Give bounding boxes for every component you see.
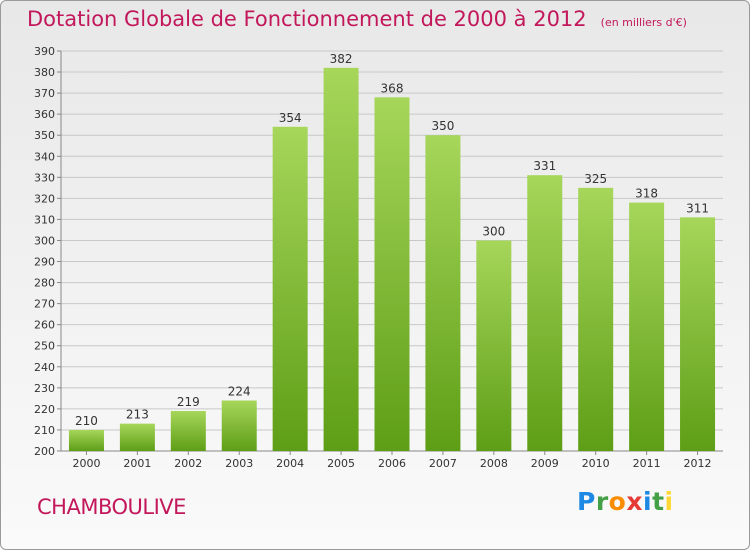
bar-value-label: 318 [635,187,658,201]
x-tick-label: 2005 [327,457,355,470]
x-tick-label: 2002 [174,457,202,470]
bar-2001 [119,423,155,451]
y-tick-label: 390 [34,45,55,58]
y-tick-label: 240 [34,361,55,374]
x-tick-label: 2003 [225,457,253,470]
y-tick-label: 280 [34,277,55,290]
bar-value-label: 213 [126,408,149,422]
y-tick-label: 370 [34,87,55,100]
y-tick-label: 250 [34,340,55,353]
bar-value-label: 210 [75,414,98,428]
y-tick-label: 350 [34,129,55,142]
proxiti-logo: Proxiti [577,487,674,516]
x-tick-label: 2010 [582,457,610,470]
bar-value-label: 325 [584,172,607,186]
x-tick-label: 2011 [633,457,661,470]
x-tick-label: 2006 [378,457,406,470]
commune-name: CHAMBOULIVE [37,495,186,519]
bar-2011 [629,202,665,451]
bar-2005 [323,67,359,451]
bar-2008 [476,240,512,451]
y-tick-label: 220 [34,403,55,416]
y-tick-label: 330 [34,171,55,184]
y-tick-label: 320 [34,192,55,205]
y-tick-label: 210 [34,424,55,437]
bar-value-label: 368 [381,81,404,95]
bar-2012 [680,217,716,451]
y-tick-label: 310 [34,213,55,226]
bar-2002 [170,411,206,451]
bar-2007 [425,135,461,452]
bar-value-label: 224 [228,384,251,398]
y-tick-label: 260 [34,319,55,332]
x-tick-label: 2000 [72,457,100,470]
bar-value-label: 354 [279,111,302,125]
bar-value-label: 350 [431,119,454,133]
y-tick-label: 200 [34,445,55,458]
bar-value-label: 311 [686,201,709,215]
x-tick-label: 2008 [480,457,508,470]
y-tick-label: 270 [34,298,55,311]
bar-value-label: 331 [533,159,556,173]
bar-value-label: 382 [330,52,353,66]
title-text: Dotation Globale de Fonctionnement de 20… [27,7,587,31]
x-tick-label: 2009 [531,457,559,470]
y-tick-label: 340 [34,150,55,163]
bar-2009 [527,175,563,452]
chart-title: Dotation Globale de Fonctionnement de 20… [27,7,687,31]
y-tick-label: 290 [34,256,55,269]
bar-value-label: 300 [482,224,505,238]
x-tick-label: 2007 [429,457,457,470]
x-tick-label: 2001 [123,457,151,470]
unit-label: (en milliers d'€) [600,16,687,29]
y-tick-label: 300 [34,234,55,247]
y-tick-label: 380 [34,66,55,79]
bar-2003 [221,400,257,451]
x-tick-label: 2012 [684,457,712,470]
bar-2000 [68,429,104,451]
bar-2010 [578,187,614,451]
bar-2004 [272,126,308,451]
x-tick-label: 2004 [276,457,304,470]
bar-2006 [374,97,410,451]
y-tick-label: 230 [34,382,55,395]
bar-value-label: 219 [177,395,200,409]
y-tick-label: 360 [34,108,55,121]
